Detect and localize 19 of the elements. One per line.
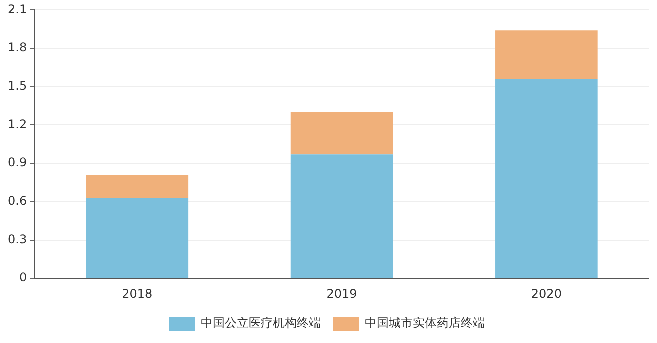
- bar: [496, 79, 598, 278]
- bar: [86, 198, 189, 278]
- y-tick-label: 1.5: [8, 79, 28, 94]
- y-tick-label: 0.6: [8, 194, 28, 208]
- bar: [496, 30, 598, 80]
- y-tick-label: 0.9: [8, 156, 28, 170]
- y-tick-label: 1.8: [8, 40, 28, 55]
- x-tick-label: 2019: [326, 286, 358, 301]
- y-tick-label: 0: [19, 270, 28, 285]
- bar: [86, 175, 189, 198]
- y-tick-label: 1.2: [8, 117, 28, 132]
- legend-label: 中国公立医疗机构终端: [201, 316, 321, 330]
- bar: [290, 154, 394, 278]
- x-tick-label: 2020: [531, 286, 562, 301]
- y-tick-label: 0.3: [8, 232, 28, 246]
- y-tick-label: 2.1: [8, 2, 28, 16]
- legend-label: 中国城市实体药店终端: [365, 316, 485, 330]
- bar: [290, 112, 394, 155]
- x-tick-label: 2018: [122, 286, 153, 301]
